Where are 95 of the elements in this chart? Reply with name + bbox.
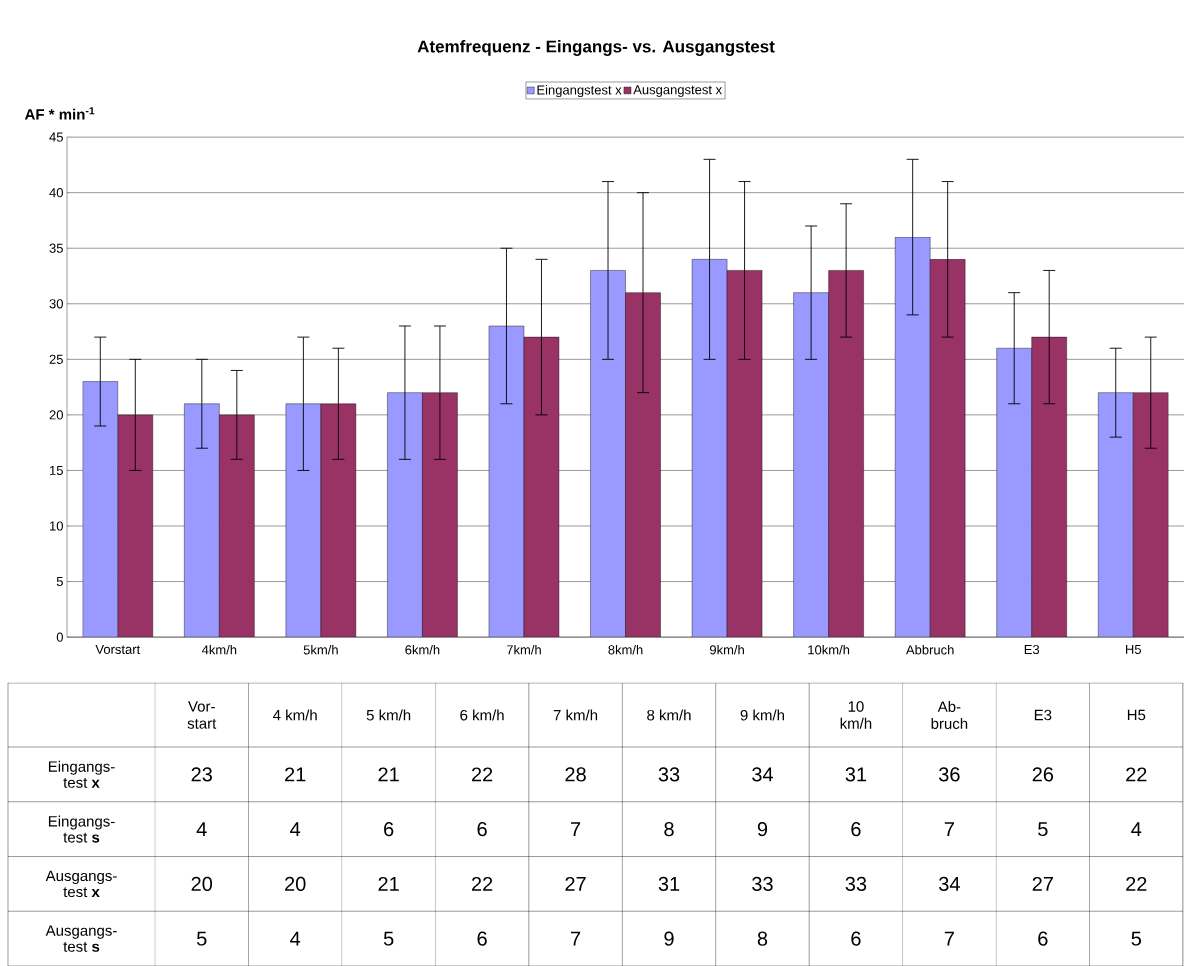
text: 8 <box>757 931 768 946</box>
text: 33 <box>752 876 773 891</box>
text: 8 km/h <box>647 709 691 721</box>
text: 5 <box>1131 931 1142 946</box>
text: 6 <box>477 822 487 837</box>
text: 5 <box>1038 822 1048 837</box>
text: 6 <box>851 931 861 946</box>
text: Vor-start <box>187 701 217 729</box>
text: 7 <box>944 822 954 836</box>
text: 7 <box>571 822 581 836</box>
y-tick-label: 25 <box>49 354 63 364</box>
text: 28 <box>565 767 586 782</box>
text: 6 <box>851 822 861 837</box>
text: 7 <box>571 931 581 946</box>
text: 9 <box>664 931 674 946</box>
y-tick-label: 20 <box>49 410 63 420</box>
x-tick-label: 8km/h <box>608 644 643 655</box>
bar <box>1133 392 1169 638</box>
text: 21 <box>378 876 399 891</box>
text: 7 km/h <box>553 709 598 721</box>
text: 6 km/h <box>460 709 504 721</box>
text: Ab-bruch <box>931 700 968 729</box>
x-tick-label: 9km/h <box>709 644 744 655</box>
x-tick-label: Vorstart <box>95 644 141 654</box>
text: 4 <box>290 822 301 836</box>
text: 6 <box>384 822 394 837</box>
text: 33 <box>658 767 680 782</box>
text: 9 <box>757 822 768 837</box>
text: 20 <box>191 876 213 891</box>
bar <box>1031 336 1067 638</box>
legend-label: Ausgangstest x <box>633 85 722 97</box>
text: 7 <box>944 931 954 946</box>
bar <box>929 259 966 638</box>
text: 22 <box>1126 876 1147 891</box>
chart-title: Atemfrequenz - Eingangs- vs. Ausgangstest <box>417 40 775 56</box>
bar <box>117 414 153 638</box>
x-tick-label: 5km/h <box>303 644 338 655</box>
text: 4 <box>290 931 301 946</box>
text: 34 <box>752 767 773 782</box>
text: Eingangs-test s <box>48 815 115 843</box>
text: H5 <box>1127 709 1146 721</box>
text: 4 <box>196 822 207 836</box>
y-tick-label: 10 <box>50 521 63 531</box>
text: 8 <box>664 822 674 837</box>
x-tick-label: 4km/h <box>201 644 237 655</box>
text: 21 <box>378 767 399 782</box>
text: 22 <box>471 876 493 891</box>
y-tick-label: 40 <box>49 188 63 198</box>
y-tick-label: 0 <box>56 632 63 642</box>
text: 4 km/h <box>273 709 317 721</box>
text: 26 <box>1032 767 1054 782</box>
text: 4 <box>1131 822 1142 836</box>
bar <box>219 414 255 638</box>
y-tick-label: 30 <box>49 299 63 309</box>
text: 9 km/h <box>740 709 784 721</box>
x-tick-label: 7km/h <box>506 644 541 655</box>
text: 5 <box>196 931 207 946</box>
bar <box>422 392 458 638</box>
text: 6 <box>477 931 487 946</box>
text: Eingangs-test x <box>48 760 115 788</box>
text: 36 <box>939 767 960 782</box>
x-tick-label: E3 <box>1024 644 1040 655</box>
text: 34 <box>939 876 960 891</box>
text: 5 km/h <box>366 709 411 721</box>
text: 31 <box>658 876 680 891</box>
text: 20 <box>285 876 306 891</box>
y-tick-label: 35 <box>49 243 63 253</box>
y-tick-label: 5 <box>56 577 63 587</box>
y-tick-label: 45 <box>49 132 63 142</box>
bar <box>828 270 864 638</box>
bar <box>625 292 661 638</box>
text: Ausgangs-test s <box>45 925 117 952</box>
text: 21 <box>285 767 306 782</box>
bar <box>320 403 357 638</box>
y-tick-label: 15 <box>50 465 63 475</box>
text: 31 <box>845 767 867 782</box>
x-tick-label: H5 <box>1126 644 1142 654</box>
text: 33 <box>845 876 867 891</box>
bar <box>523 336 560 638</box>
text: 6 <box>1038 931 1048 946</box>
text: E3 <box>1034 709 1052 721</box>
text: 5 <box>383 931 394 946</box>
text: 27 <box>1032 876 1053 891</box>
text: Ausgangs-test x <box>45 870 117 898</box>
text: 23 <box>191 767 212 782</box>
text: 10 km/h <box>840 701 872 729</box>
x-tick-label: Abbruch <box>905 644 954 655</box>
y-axis-title: AF * min$^{-1}$ <box>24 107 95 120</box>
text: 22 <box>1126 767 1147 782</box>
x-tick-label: 6km/h <box>405 644 440 655</box>
legend-label: Eingangstest x <box>537 84 622 98</box>
text: 27 <box>565 876 586 891</box>
bar <box>726 270 763 638</box>
x-tick-label: 10km/h <box>808 644 850 655</box>
text: 22 <box>471 767 493 782</box>
